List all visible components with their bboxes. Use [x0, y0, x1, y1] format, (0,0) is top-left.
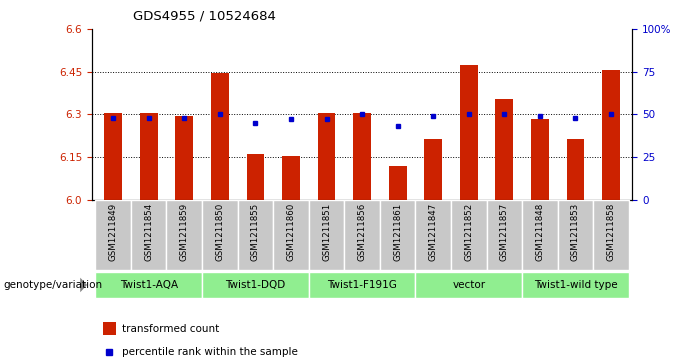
Bar — [247, 154, 265, 200]
Bar — [140, 113, 158, 200]
Bar — [496, 99, 513, 200]
Text: GSM1211850: GSM1211850 — [216, 203, 224, 261]
Bar — [103, 322, 116, 335]
Text: GSM1211847: GSM1211847 — [428, 203, 438, 261]
Text: GSM1211853: GSM1211853 — [571, 203, 580, 261]
Bar — [389, 166, 407, 200]
Bar — [460, 65, 477, 200]
Bar — [202, 200, 237, 270]
Bar — [104, 113, 122, 200]
Text: GSM1211856: GSM1211856 — [358, 203, 367, 261]
Bar — [309, 200, 344, 270]
Text: GSM1211852: GSM1211852 — [464, 203, 473, 261]
Bar — [131, 200, 167, 270]
Text: GSM1211861: GSM1211861 — [393, 203, 402, 261]
Text: genotype/variation: genotype/variation — [3, 280, 103, 290]
Text: GSM1211860: GSM1211860 — [286, 203, 296, 261]
Bar — [318, 113, 335, 200]
Bar — [95, 272, 202, 298]
Bar — [602, 70, 620, 200]
Text: Twist1-wild type: Twist1-wild type — [534, 280, 617, 290]
Text: Twist1-F191G: Twist1-F191G — [327, 280, 397, 290]
Text: GSM1211854: GSM1211854 — [144, 203, 153, 261]
Bar — [451, 200, 487, 270]
Bar — [522, 200, 558, 270]
Bar — [415, 272, 522, 298]
Bar — [424, 139, 442, 200]
Bar — [237, 200, 273, 270]
Text: GSM1211858: GSM1211858 — [607, 203, 615, 261]
Bar — [273, 200, 309, 270]
Text: transformed count: transformed count — [122, 324, 219, 334]
Text: GSM1211859: GSM1211859 — [180, 203, 189, 261]
Bar — [531, 119, 549, 200]
Text: GSM1211849: GSM1211849 — [109, 203, 118, 261]
Text: GSM1211851: GSM1211851 — [322, 203, 331, 261]
Bar — [211, 73, 228, 200]
Text: Twist1-DQD: Twist1-DQD — [225, 280, 286, 290]
Bar — [415, 200, 451, 270]
Bar — [95, 200, 131, 270]
Bar — [487, 200, 522, 270]
Text: vector: vector — [452, 280, 486, 290]
Polygon shape — [80, 278, 87, 292]
Bar — [344, 200, 380, 270]
Text: GSM1211848: GSM1211848 — [535, 203, 545, 261]
Bar — [282, 156, 300, 200]
Bar — [353, 113, 371, 200]
Bar — [380, 200, 415, 270]
Text: GSM1211855: GSM1211855 — [251, 203, 260, 261]
Bar — [309, 272, 415, 298]
Text: Twist1-AQA: Twist1-AQA — [120, 280, 177, 290]
Bar — [175, 116, 193, 200]
Bar — [167, 200, 202, 270]
Bar — [566, 139, 584, 200]
Text: GDS4955 / 10524684: GDS4955 / 10524684 — [133, 9, 275, 22]
Text: percentile rank within the sample: percentile rank within the sample — [122, 347, 297, 356]
Bar — [593, 200, 629, 270]
Bar — [522, 272, 629, 298]
Bar — [202, 272, 309, 298]
Text: GSM1211857: GSM1211857 — [500, 203, 509, 261]
Bar — [558, 200, 593, 270]
